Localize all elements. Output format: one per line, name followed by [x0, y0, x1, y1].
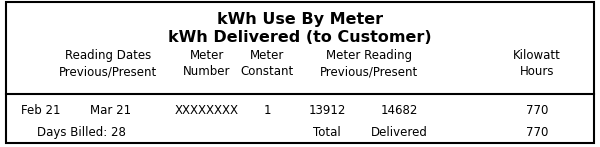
Text: kWh Delivered (to Customer): kWh Delivered (to Customer) — [168, 30, 432, 45]
Text: Reading Dates
Previous/Present: Reading Dates Previous/Present — [59, 49, 157, 78]
Text: kWh Use By Meter: kWh Use By Meter — [217, 12, 383, 27]
Text: Mar 21: Mar 21 — [91, 105, 131, 117]
Text: Total: Total — [313, 126, 341, 139]
Text: 14682: 14682 — [380, 105, 418, 117]
Text: 13912: 13912 — [308, 105, 346, 117]
Text: Meter
Constant: Meter Constant — [241, 49, 293, 78]
Text: Days Billed: 28: Days Billed: 28 — [37, 126, 125, 139]
Text: Delivered: Delivered — [371, 126, 427, 139]
Text: Kilowatt
Hours: Kilowatt Hours — [513, 49, 561, 78]
Text: 770: 770 — [526, 126, 548, 139]
Text: 1: 1 — [263, 105, 271, 117]
Text: 770: 770 — [526, 105, 548, 117]
Text: Meter Reading
Previous/Present: Meter Reading Previous/Present — [320, 49, 418, 78]
Text: XXXXXXXX: XXXXXXXX — [175, 105, 239, 117]
Text: Meter
Number: Meter Number — [183, 49, 231, 78]
Text: Feb 21: Feb 21 — [21, 105, 61, 117]
